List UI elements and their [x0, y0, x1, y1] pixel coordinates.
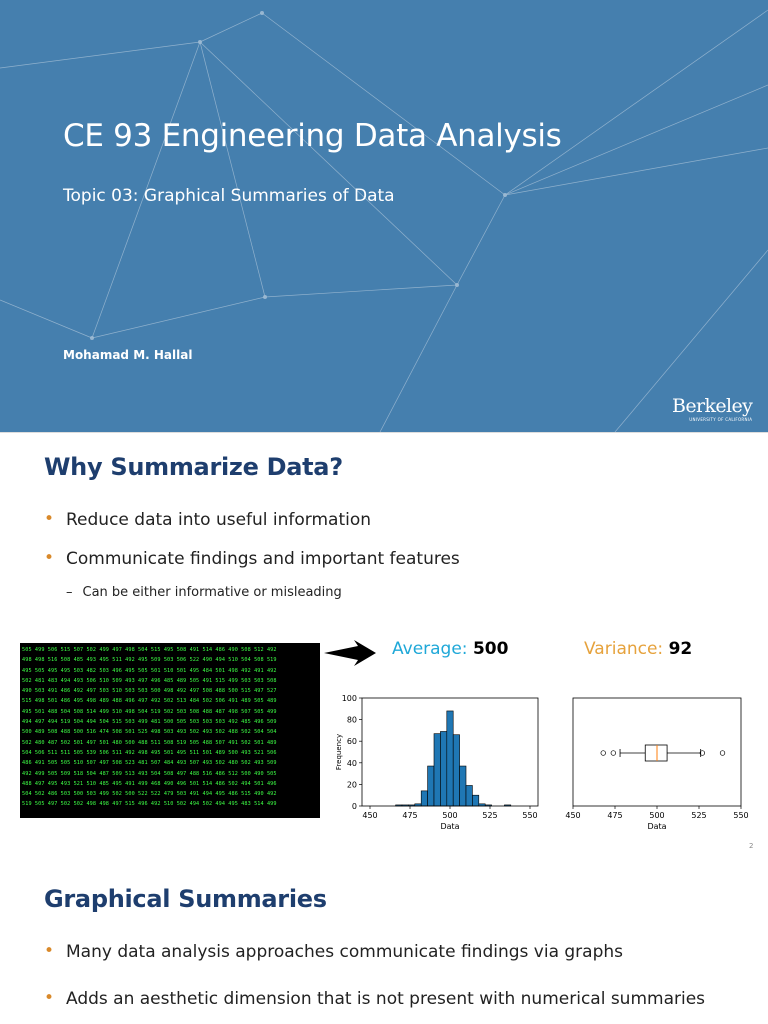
data-grid-row: 498 498 516 508 485 493 495 511 492 495 …: [22, 657, 277, 664]
data-grid-row: 490 503 491 486 492 497 503 510 503 503 …: [22, 688, 277, 695]
slide-title: CE 93 Engineering Data Analysis: [63, 118, 562, 154]
bullet-item: • Reduce data into useful information: [44, 509, 460, 530]
data-grid-row: 488 497 495 493 521 510 485 495 491 499 …: [22, 780, 277, 787]
average-value: 500: [472, 639, 509, 659]
x-tick-label: 450: [362, 811, 377, 820]
bullet-item: • Many data analysis approaches communica…: [44, 941, 705, 962]
outlier-point: [699, 750, 706, 756]
data-grid-row: 486 491 505 505 510 507 497 508 523 481 …: [22, 760, 277, 767]
data-grid-row: 502 481 483 494 493 506 510 509 493 497 …: [22, 677, 277, 684]
author-name: Mohamad M. Hallal: [63, 348, 193, 362]
x-axis-label: Data: [647, 822, 666, 831]
x-tick-label: 550: [522, 811, 537, 820]
data-grid-row: 495 505 495 495 503 482 503 496 495 505 …: [22, 667, 277, 674]
data-grid-row: 494 497 494 519 504 494 504 515 503 499 …: [22, 719, 277, 726]
bullet-item: • Communicate findings and important feat…: [44, 548, 460, 569]
berkeley-logo: Berkeley UNIVERSITY OF CALIFORNIA: [672, 395, 753, 422]
x-tick-label: 500: [649, 811, 664, 820]
y-tick-label: 100: [342, 694, 357, 703]
average-label: Average:: [392, 639, 468, 659]
data-grid-row: 502 480 487 502 501 497 501 480 500 488 …: [22, 739, 277, 746]
average-stat: Average: 500: [392, 639, 508, 659]
outlier-point: [600, 750, 606, 756]
x-tick-label: 475: [402, 811, 417, 820]
data-grid-row: 504 506 511 511 505 539 506 511 492 498 …: [22, 749, 277, 756]
arrow-right-icon: [324, 640, 376, 666]
x-axis-label: Data: [440, 822, 459, 831]
histogram-bar: [446, 710, 454, 807]
raw-data-grid: 505 499 506 515 507 502 499 497 498 504 …: [20, 643, 320, 818]
iqr-box: [644, 744, 668, 762]
y-tick-label: 20: [347, 780, 357, 789]
data-grid-row: 495 501 488 504 508 514 499 510 498 504 …: [22, 708, 277, 715]
why-bullets: • Reduce data into useful information • Co…: [44, 509, 460, 569]
x-tick-label: 500: [442, 811, 457, 820]
histogram-bar: [420, 790, 428, 807]
x-tick-label: 525: [482, 811, 497, 820]
bullet-icon: •: [44, 509, 55, 529]
data-grid-row: 519 505 497 502 502 498 498 497 515 496 …: [22, 801, 277, 808]
outlier-point: [610, 750, 616, 756]
logo-wordmark: Berkeley: [672, 395, 753, 417]
bullet-item: • Adds an aesthetic dimension that is not…: [44, 988, 706, 1009]
data-grid-row: 492 499 505 509 518 504 487 509 513 493 …: [22, 770, 277, 777]
histogram-bar: [472, 794, 480, 807]
histogram-bar: [452, 734, 460, 807]
logo-subtitle: UNIVERSITY OF CALIFORNIA: [689, 417, 753, 422]
title-slide: CE 93 Engineering Data Analysis Topic 03…: [0, 0, 768, 432]
y-tick-label: 60: [347, 737, 357, 746]
sub-bullet-text: Can be either informative or misleading: [82, 585, 342, 600]
bullet-text: Many data analysis approaches communicat…: [66, 942, 624, 962]
histogram-chart: 450 475 500 525 550 0 20 40 60 80 100 Data Frequency: [335, 694, 539, 831]
sub-bullet: – Can be either informative or misleading: [66, 585, 342, 600]
y-tick-label: 80: [347, 716, 357, 725]
y-tick-label: 0: [352, 802, 357, 811]
histogram-bar: [440, 731, 448, 807]
histogram-bar: [459, 765, 467, 807]
slide-divider: [0, 432, 768, 433]
bullet-text: Adds an aesthetic dimension that is not …: [66, 989, 706, 1009]
bullet-icon: •: [44, 941, 55, 961]
slide-subtitle: Topic 03: Graphical Summaries of Data: [63, 186, 395, 206]
x-tick-label: 550: [733, 811, 748, 820]
y-tick-label: 40: [347, 759, 357, 768]
variance-label: Variance:: [584, 639, 664, 659]
data-grid-row: 505 499 506 515 507 502 499 497 498 504 …: [22, 647, 277, 653]
y-axis-label: Frequency: [335, 734, 343, 770]
bullet-text: Communicate findings and important featu…: [66, 549, 460, 569]
variance-stat: Variance: 92: [584, 639, 692, 659]
histogram-bar: [433, 733, 441, 807]
x-tick-label: 475: [607, 811, 622, 820]
outlier-point: [719, 750, 726, 756]
x-tick-label: 450: [565, 811, 580, 820]
data-grid-row: 500 489 508 488 500 516 474 508 501 525 …: [22, 729, 277, 736]
bullet-icon: •: [44, 988, 55, 1008]
data-grid-row: 515 498 501 486 495 498 489 488 496 497 …: [22, 698, 277, 705]
bullet-icon: •: [44, 548, 55, 568]
section-heading-graphical: Graphical Summaries: [44, 885, 327, 913]
dash-icon: –: [66, 585, 73, 600]
section-heading-why: Why Summarize Data?: [44, 453, 343, 481]
histogram-bar: [427, 765, 435, 807]
histogram-bar: [465, 785, 473, 807]
data-grid-row: 504 502 486 503 500 503 499 502 500 522 …: [22, 791, 277, 798]
boxplot-chart: 450 475 500 525 550 Data: [565, 697, 749, 831]
page-number: 2: [749, 842, 754, 850]
variance-value: 92: [668, 639, 693, 659]
network-pattern: [0, 9, 768, 432]
x-tick-label: 525: [691, 811, 706, 820]
bullet-text: Reduce data into useful information: [66, 510, 372, 530]
graphical-bullets: • Many data analysis approaches communica…: [44, 941, 706, 1009]
